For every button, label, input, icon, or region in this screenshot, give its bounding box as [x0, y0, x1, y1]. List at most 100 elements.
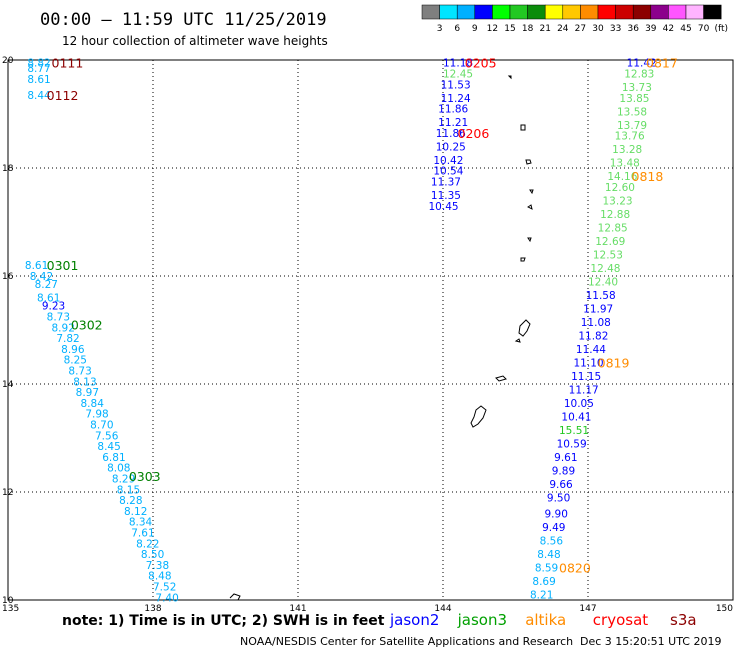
- scale-label: 36: [627, 24, 639, 34]
- longitude-label: 138: [144, 604, 161, 614]
- scale-swatch: [562, 4, 581, 20]
- pass-time-label: 0820: [559, 561, 591, 576]
- wave-height-value: 10.41: [561, 411, 591, 423]
- scale-unit: (ft): [714, 24, 728, 34]
- wave-height-value: 12.45: [443, 69, 473, 81]
- scale-swatch: [474, 4, 493, 20]
- scale-label: 39: [645, 24, 657, 34]
- wave-height-value: 8.77: [27, 63, 50, 75]
- island-maug: [520, 124, 526, 131]
- legend-jason3: jason3: [457, 611, 507, 629]
- pass-time-label: 0818: [632, 169, 664, 184]
- wave-height-value: 11.18: [443, 58, 473, 70]
- scale-label: 18: [522, 24, 534, 34]
- island-guam: [470, 405, 487, 428]
- wave-height-value: 7.40: [155, 592, 178, 604]
- wave-height-value: 11.44: [576, 344, 606, 356]
- pass-time-label: 0205: [465, 56, 497, 71]
- wave-height-value: 13.48: [610, 158, 640, 170]
- wave-height-value: 8.82: [27, 58, 50, 70]
- wave-height-value: 10.42: [433, 155, 463, 167]
- wave-height-value: 9.66: [549, 479, 573, 491]
- wave-height-value: 7.98: [85, 409, 108, 421]
- latitude-label: 16: [2, 272, 14, 282]
- wave-height-value: 11.86: [438, 104, 468, 116]
- wave-height-value: 10.59: [557, 438, 587, 450]
- wave-height-value: 11.35: [431, 190, 461, 202]
- island-outlines: [229, 75, 534, 601]
- wave-height-value: 8.44: [27, 90, 51, 102]
- wave-height-value: 14.16: [607, 171, 637, 183]
- wave-height-value: 8.61: [37, 293, 60, 305]
- wave-height-value: 8.61: [27, 74, 50, 86]
- wave-height-value: 8.69: [532, 576, 555, 588]
- wave-height-value: 13.79: [617, 120, 647, 132]
- scale-label: 3: [437, 24, 443, 34]
- wave-height-value: 11.86: [436, 128, 466, 140]
- wave-height-value: 11.15: [571, 371, 601, 383]
- latitude-label: 12: [2, 488, 13, 498]
- scale-label: 70: [698, 24, 710, 34]
- wave-height-value: 9.90: [545, 509, 568, 521]
- axis-labels: 135 138 141 144 147 150 20 18 16 14 12 10: [2, 56, 733, 614]
- scale-swatch: [492, 4, 511, 20]
- pass-time-label: 0112: [47, 88, 79, 103]
- island-alamagan: [527, 237, 532, 243]
- scale-swatch: [439, 4, 458, 20]
- wave-height-value: 8.84: [81, 398, 105, 410]
- wave-height-value: 8.96: [61, 344, 85, 356]
- longitude-label: 150: [716, 604, 733, 614]
- wave-height-value: 11.08: [581, 317, 611, 329]
- wave-height-value: 9.49: [542, 522, 565, 534]
- wave-height-value: 11.10: [574, 357, 604, 369]
- scale-swatch: [509, 4, 528, 20]
- scale-swatch: [527, 4, 546, 20]
- scale-label: 6: [454, 24, 460, 34]
- color-scale: 3 6 9 12 15 18 21 24 27 30 33 36 39 42 45 70 (ft): [421, 4, 728, 34]
- legend-cryosat: cryosat: [593, 611, 648, 629]
- footer-credit: NOAA/NESDIS Center for Satellite Applica…: [240, 635, 573, 648]
- latitude-label: 10: [2, 596, 14, 606]
- wave-height-value: 10.25: [436, 141, 466, 153]
- wave-height-value: 8.45: [97, 441, 120, 453]
- wave-height-value: 8.25: [64, 355, 87, 367]
- pass-time-label: 0302: [71, 318, 103, 333]
- wave-height-value: 8.15: [117, 484, 140, 496]
- wave-height-value: 8.70: [90, 420, 113, 432]
- wave-height-value: 11.37: [431, 177, 461, 189]
- wave-height-value: 12.60: [605, 182, 635, 194]
- wave-height-value: 8.73: [68, 366, 91, 378]
- footer-timestamp: Dec 3 15:20:51 UTC 2019: [580, 635, 721, 648]
- wave-height-value: 7.38: [146, 560, 169, 572]
- wave-height-value: 11.24: [441, 93, 471, 105]
- island-farallon: [507, 75, 512, 80]
- scale-swatch: [580, 4, 599, 20]
- island-saipan: [518, 319, 531, 337]
- scale-label: 33: [610, 24, 621, 34]
- graticule: [8, 60, 733, 600]
- longitude-label: 144: [434, 604, 451, 614]
- wave-height-value: 7.56: [95, 430, 119, 442]
- wave-height-value: 8.48: [537, 549, 560, 561]
- wave-height-value: 9.89: [552, 465, 575, 477]
- wave-height-value: 13.23: [603, 195, 633, 207]
- wave-height-value: 8.28: [119, 495, 142, 507]
- wave-height-value: 8.59: [535, 563, 558, 575]
- map-title: 00:00 – 11:59 UTC 11/25/2019: [40, 10, 327, 30]
- island-agrihan: [529, 189, 534, 195]
- wave-height-value: 12.88: [600, 209, 630, 221]
- scale-swatch: [615, 4, 634, 20]
- legend-jason2: jason2: [389, 611, 439, 629]
- pass-time-label: 0111: [52, 56, 84, 71]
- wave-height-value: 7.61: [131, 528, 154, 540]
- map-subtitle: 12 hour collection of altimeter wave hei…: [62, 34, 328, 48]
- scale-label: 45: [680, 24, 691, 34]
- wave-height-value: 8.50: [141, 549, 164, 561]
- wave-height-value: 7.52: [153, 582, 176, 594]
- pass-time-label: 0301: [47, 258, 79, 273]
- scale-swatch: [668, 4, 687, 20]
- wave-height-value: 12.53: [593, 249, 623, 261]
- scale-swatch: [632, 4, 652, 20]
- scale-swatch: [650, 4, 669, 20]
